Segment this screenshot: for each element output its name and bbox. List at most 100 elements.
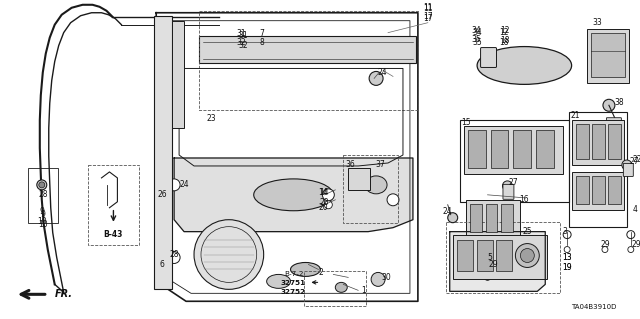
Circle shape: [324, 201, 332, 209]
FancyBboxPatch shape: [503, 184, 514, 199]
Text: 20: 20: [319, 198, 329, 207]
Text: 17: 17: [423, 12, 433, 21]
Circle shape: [484, 250, 492, 258]
Circle shape: [371, 272, 385, 286]
Text: 10: 10: [38, 220, 47, 229]
Text: 16: 16: [520, 195, 529, 204]
Text: 32751: 32751: [281, 280, 306, 286]
Text: 25: 25: [522, 227, 532, 236]
Text: 18: 18: [499, 38, 508, 47]
Text: 29: 29: [632, 240, 640, 249]
Bar: [468, 130, 486, 168]
Text: 22: 22: [632, 155, 640, 165]
Text: TA04B3910D: TA04B3910D: [572, 304, 617, 310]
Text: 28: 28: [38, 190, 47, 199]
Circle shape: [622, 160, 632, 170]
Ellipse shape: [477, 47, 572, 85]
Text: 31: 31: [238, 31, 248, 40]
Text: 23: 23: [206, 114, 216, 123]
Circle shape: [627, 231, 635, 239]
Text: 18: 18: [500, 36, 510, 45]
Polygon shape: [450, 232, 545, 291]
Circle shape: [448, 213, 458, 223]
Bar: [576, 176, 589, 204]
Text: 8: 8: [259, 38, 264, 47]
Bar: [477, 240, 493, 271]
Ellipse shape: [267, 274, 291, 288]
FancyBboxPatch shape: [607, 118, 621, 129]
Text: 24: 24: [377, 68, 387, 77]
Text: 37: 37: [375, 160, 385, 169]
Bar: [592, 176, 605, 204]
Bar: [486, 204, 497, 232]
Bar: [154, 16, 172, 289]
Text: 7: 7: [259, 29, 264, 38]
Circle shape: [194, 220, 264, 289]
Text: 29: 29: [489, 260, 499, 269]
Text: 26: 26: [157, 190, 167, 199]
Text: 9: 9: [40, 210, 45, 219]
Circle shape: [387, 194, 399, 206]
Text: 15: 15: [461, 118, 470, 127]
Text: 29: 29: [600, 240, 610, 249]
Text: 24: 24: [443, 207, 452, 216]
Bar: [457, 240, 472, 271]
Text: 35: 35: [472, 35, 481, 44]
Text: 31: 31: [236, 29, 246, 38]
Text: 3: 3: [563, 227, 568, 236]
Bar: [466, 200, 520, 238]
Text: 6: 6: [160, 260, 164, 269]
Bar: [608, 176, 621, 204]
Text: 24: 24: [179, 180, 189, 189]
Bar: [490, 130, 508, 168]
Bar: [572, 120, 624, 165]
Bar: [608, 124, 621, 159]
Polygon shape: [174, 158, 413, 232]
Text: 5: 5: [487, 253, 492, 262]
Bar: [502, 204, 513, 232]
Circle shape: [168, 252, 180, 263]
FancyBboxPatch shape: [481, 48, 497, 67]
Circle shape: [484, 274, 490, 280]
Text: 34: 34: [472, 26, 481, 35]
Circle shape: [628, 247, 634, 253]
Ellipse shape: [365, 176, 387, 194]
Bar: [343, 155, 398, 223]
Circle shape: [520, 249, 534, 263]
Text: 36: 36: [346, 160, 355, 169]
Bar: [497, 240, 513, 271]
Bar: [463, 126, 563, 174]
Text: 14: 14: [319, 188, 329, 197]
Text: 19: 19: [563, 263, 572, 272]
Text: 4: 4: [632, 205, 637, 214]
Text: 12: 12: [499, 28, 508, 37]
Circle shape: [369, 71, 383, 85]
Text: 19: 19: [563, 263, 572, 272]
Ellipse shape: [253, 179, 333, 211]
Text: 33: 33: [592, 18, 602, 27]
Text: B-43: B-43: [104, 230, 123, 239]
Text: 32752: 32752: [281, 289, 306, 295]
Circle shape: [37, 180, 47, 190]
Circle shape: [563, 231, 571, 239]
Text: 21: 21: [570, 111, 580, 120]
Bar: [305, 271, 366, 306]
Circle shape: [564, 247, 570, 253]
Bar: [536, 130, 554, 168]
Bar: [348, 168, 370, 190]
Text: FR.: FR.: [55, 289, 73, 299]
Text: B-7-2: B-7-2: [284, 271, 303, 278]
Text: 9: 9: [39, 207, 44, 216]
Circle shape: [603, 99, 615, 111]
Ellipse shape: [291, 263, 321, 276]
Text: 1: 1: [361, 286, 365, 295]
Circle shape: [515, 244, 540, 267]
Bar: [513, 130, 531, 168]
Text: 20: 20: [319, 203, 328, 212]
Text: 30: 30: [381, 273, 391, 282]
Bar: [592, 124, 605, 159]
Bar: [572, 172, 624, 210]
Bar: [445, 222, 560, 293]
Bar: [88, 165, 140, 245]
Circle shape: [323, 189, 334, 201]
